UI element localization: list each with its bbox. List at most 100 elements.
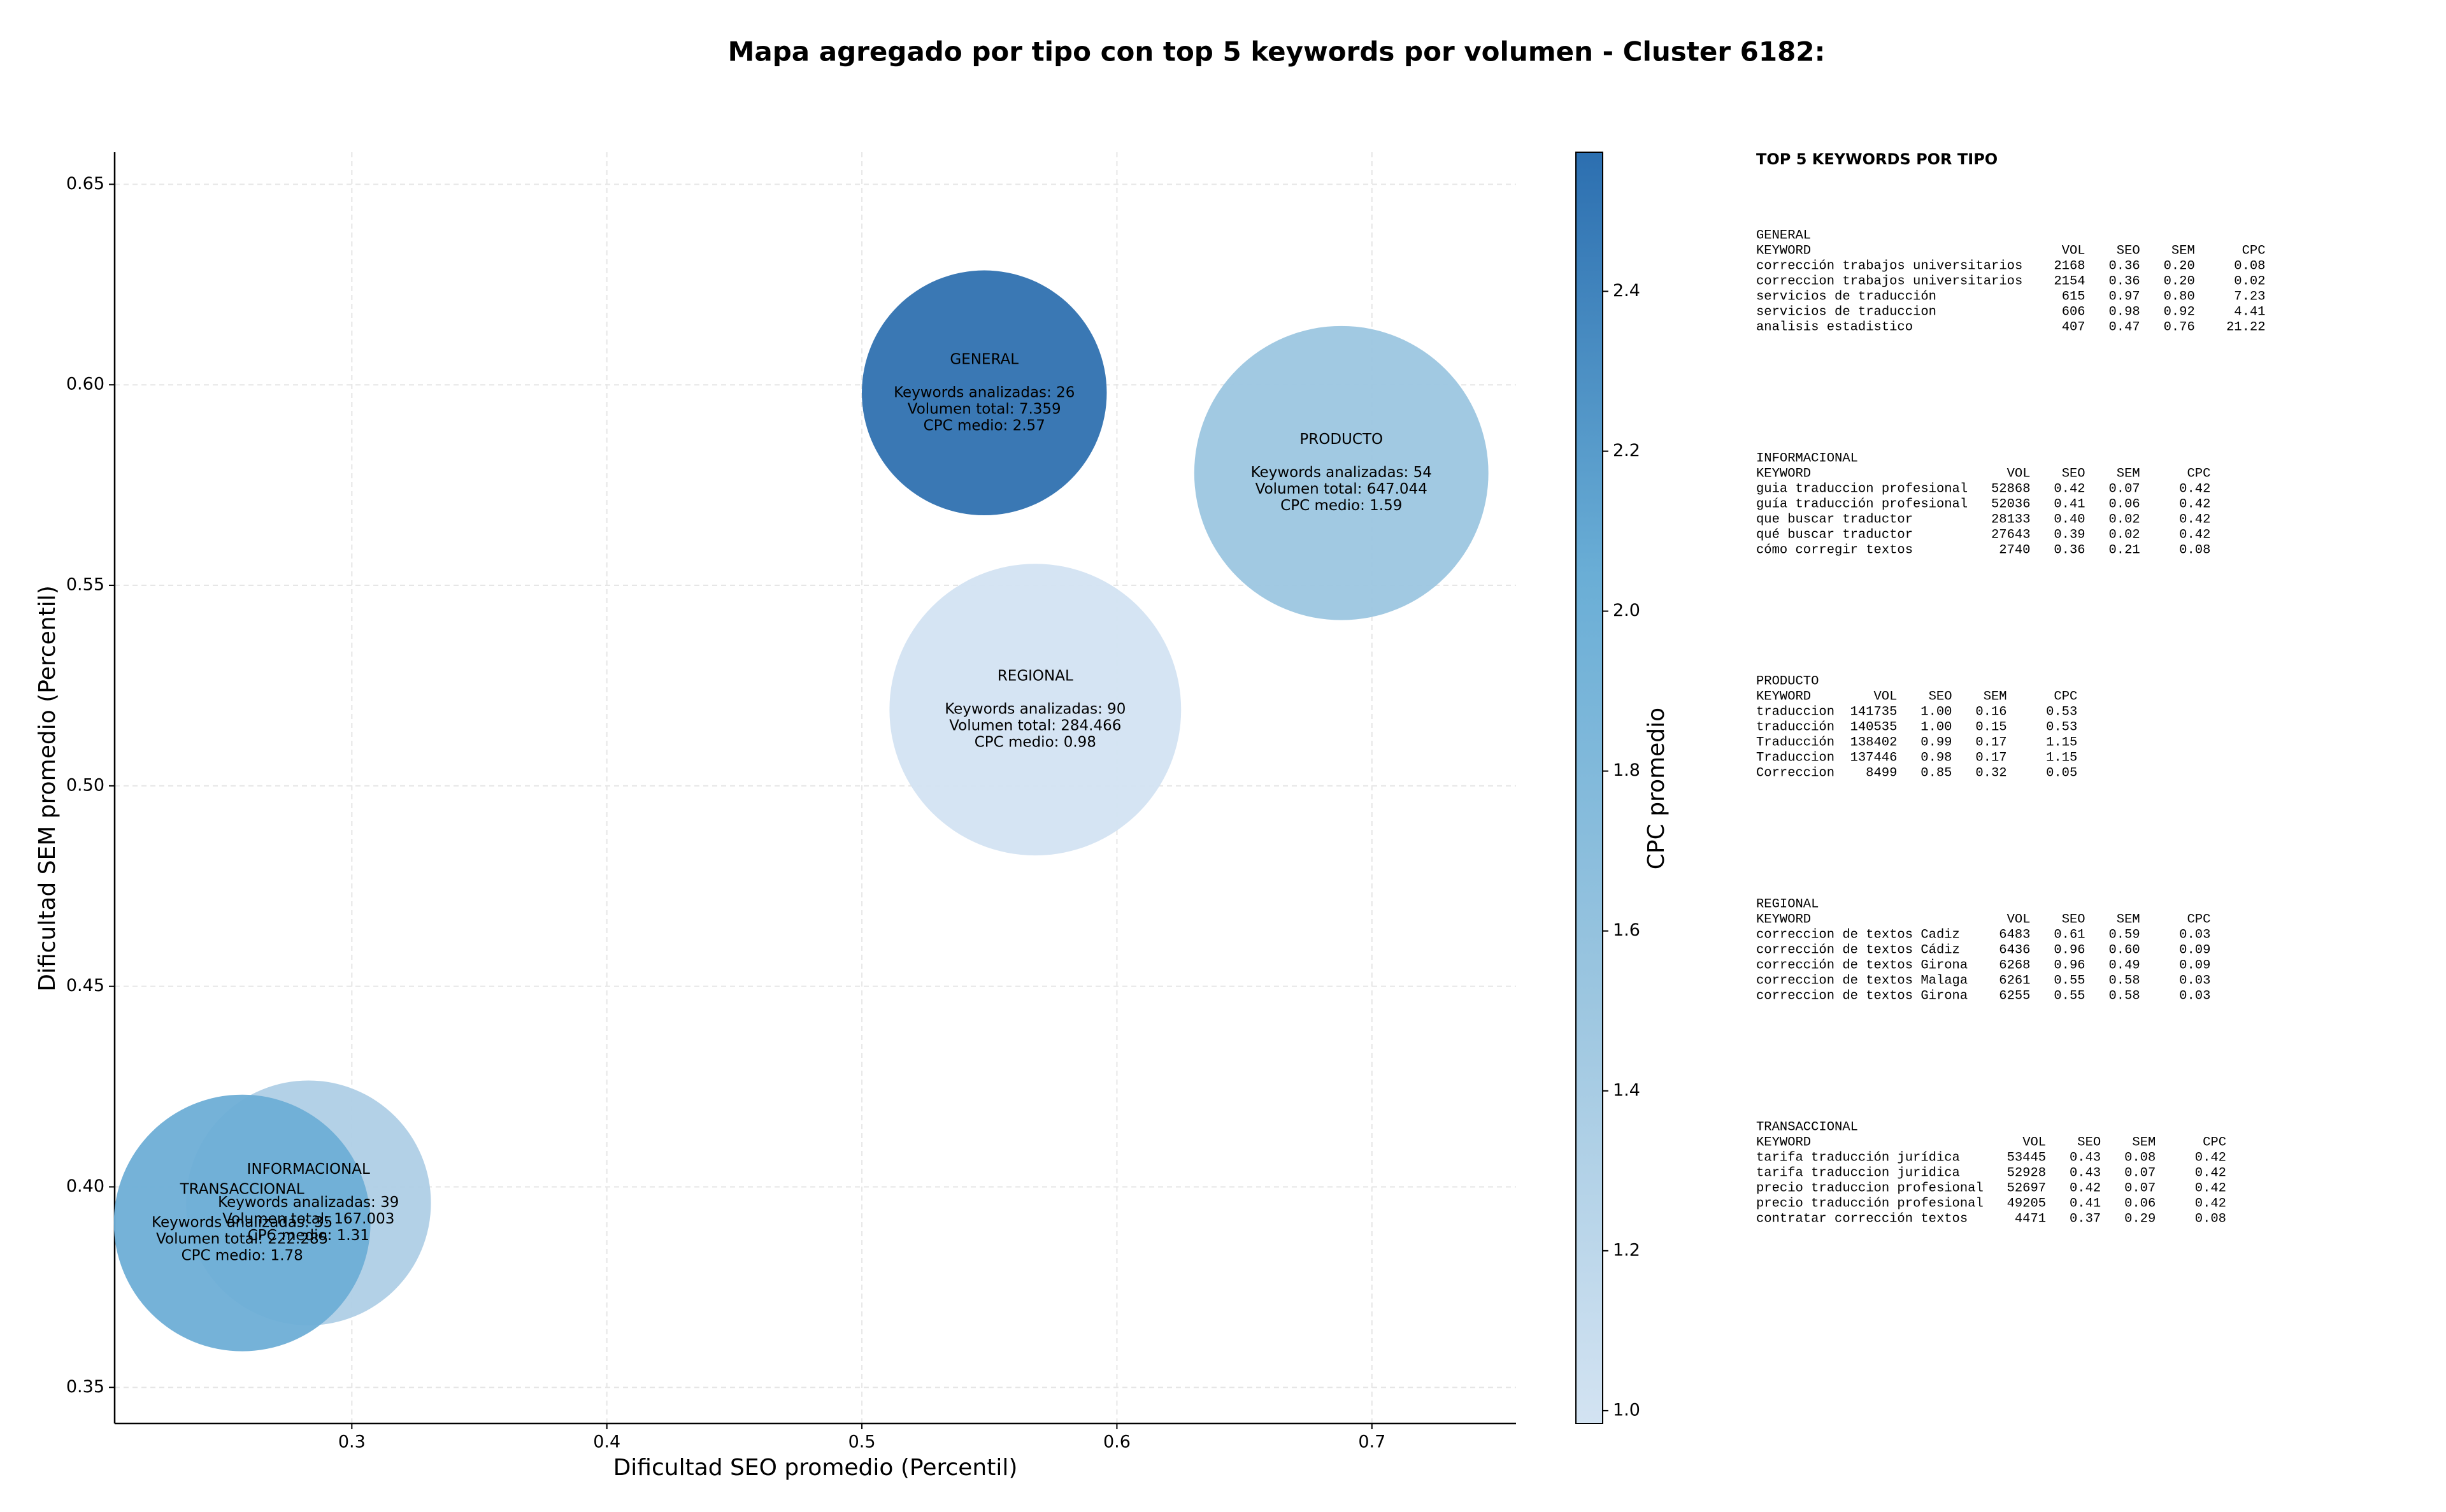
header-cell: SEM	[2171, 243, 2195, 258]
row-keyword: traduccion	[1756, 704, 1834, 719]
row-cell: 2740	[1999, 543, 2030, 557]
row-cell: 2154	[2054, 274, 2085, 289]
header-cell: SEO	[2077, 1135, 2101, 1150]
x-tick-label: 0.7	[1358, 1432, 1385, 1452]
y-tick-label: 0.45	[66, 976, 104, 995]
header-cell: SEM	[2117, 466, 2140, 481]
y-tick-label: 0.65	[66, 174, 104, 194]
row-keyword: Traducción	[1756, 735, 1834, 750]
bubble-annotation: Volumen total: 284.466	[949, 718, 1121, 734]
row-cell: 0.76	[2164, 320, 2195, 334]
bubble-annotation: CPC medio: 1.31	[248, 1227, 369, 1244]
colorbar-tick-label: 2.0	[1613, 601, 1640, 620]
row-keyword: tarifa traducción jurídica	[1756, 1150, 1960, 1165]
row-cell: 615	[2062, 289, 2085, 304]
colorbar-tick-label: 1.2	[1613, 1240, 1640, 1260]
y-tick-label: 0.40	[66, 1176, 104, 1196]
y-tick-label: 0.55	[66, 575, 104, 595]
row-cell: 0.17	[1975, 735, 2006, 750]
x-axis-label: Dificultad SEO promedio (Percentil)	[613, 1455, 1018, 1481]
bubble	[113, 1094, 371, 1352]
row-keyword: correccion de textos Girona	[1756, 988, 1968, 1003]
y-axis-label: Dificultad SEM promedio (Percentil)	[34, 585, 61, 992]
y-tick-label: 0.60	[66, 374, 104, 394]
row-cell: 0.41	[2054, 497, 2085, 511]
row-cell: 0.37	[2070, 1211, 2101, 1226]
bubble	[1194, 325, 1489, 620]
colorbar-tick-label: 1.0	[1613, 1400, 1640, 1420]
row-keyword: traducción	[1756, 720, 1834, 734]
row-cell: 0.42	[2054, 481, 2085, 496]
row-cell: 0.42	[2179, 497, 2210, 511]
section-name: INFORMACIONAL	[1756, 451, 1858, 466]
row-cell: 0.99	[1920, 735, 1952, 750]
row-cell: 0.16	[1975, 704, 2006, 719]
row-cell: 0.03	[2179, 973, 2210, 988]
row-cell: 0.96	[2054, 943, 2085, 957]
y-tick-label: 0.35	[66, 1377, 104, 1397]
header-cell: SEO	[2062, 466, 2085, 481]
row-cell: 2168	[2054, 259, 2085, 273]
row-cell: 0.59	[2108, 927, 2140, 942]
row-cell: 6255	[1999, 988, 2030, 1003]
bubble-annotation: Volumen total: 222.285	[156, 1231, 328, 1248]
row-cell: 0.58	[2108, 988, 2140, 1003]
bubble-annotation: Volumen total: 647.044	[1255, 481, 1427, 497]
row-cell: 0.17	[1975, 750, 2006, 765]
x-tick-label: 0.4	[593, 1432, 620, 1452]
row-cell: 0.03	[2179, 927, 2210, 942]
section-name: GENERAL	[1756, 228, 1811, 243]
row-cell: 137446	[1850, 750, 1898, 765]
row-cell: 49205	[2007, 1196, 2047, 1211]
row-cell: 1.15	[2046, 735, 2077, 750]
colorbar-tick-label: 1.6	[1613, 920, 1640, 940]
row-cell: 0.42	[2195, 1196, 2226, 1211]
row-cell: 0.20	[2164, 274, 2195, 289]
chart-title: Mapa agregado por tipo con top 5 keyword…	[728, 36, 1826, 68]
row-keyword: corrección de textos Cádiz	[1756, 943, 1960, 957]
row-cell: 407	[2062, 320, 2085, 334]
header-cell: CPC	[2242, 243, 2266, 258]
row-cell: 0.09	[2179, 943, 2210, 957]
header-keyword: KEYWORD	[1756, 689, 1811, 704]
row-keyword: qué buscar traductor	[1756, 527, 1913, 542]
x-tick-label: 0.6	[1103, 1432, 1131, 1452]
row-cell: 0.08	[2234, 259, 2265, 273]
row-cell: 52928	[2007, 1166, 2047, 1180]
row-cell: 0.36	[2108, 259, 2140, 273]
row-cell: 0.42	[2179, 527, 2210, 542]
header-cell: SEO	[2062, 912, 2085, 927]
row-cell: 0.80	[2164, 289, 2195, 304]
header-keyword: KEYWORD	[1756, 243, 1811, 258]
row-cell: 0.53	[2046, 720, 2077, 734]
row-cell: 0.07	[2108, 481, 2140, 496]
bubble-annotation: Keywords analizadas: 39	[218, 1194, 399, 1211]
header-keyword: KEYWORD	[1756, 466, 1811, 481]
row-cell: 21.22	[2226, 320, 2266, 334]
row-cell: 0.98	[1920, 750, 1952, 765]
row-keyword: Traduccion	[1756, 750, 1834, 765]
header-cell: SEM	[2117, 912, 2140, 927]
row-cell: 0.40	[2054, 512, 2085, 527]
row-cell: 141735	[1850, 704, 1898, 719]
colorbar-label: CPC promedio	[1643, 708, 1670, 869]
bubble-name: TRANSACCIONAL	[180, 1181, 304, 1198]
row-keyword: tarifa traduccion juridica	[1756, 1166, 1960, 1180]
row-cell: 0.39	[2054, 527, 2085, 542]
row-keyword: contratar corrección textos	[1756, 1211, 1968, 1226]
row-keyword: guía traducción profesional	[1756, 497, 1968, 511]
row-cell: 0.42	[2070, 1181, 2101, 1195]
header-keyword: KEYWORD	[1756, 1135, 1811, 1150]
row-cell: 0.49	[2108, 958, 2140, 973]
row-cell: 28133	[1991, 512, 2031, 527]
bubble-annotation: Keywords analizadas: 26	[894, 384, 1075, 401]
row-cell: 6261	[1999, 973, 2030, 988]
row-cell: 0.55	[2054, 988, 2085, 1003]
x-tick-label: 0.5	[848, 1432, 876, 1452]
row-cell: 0.29	[2124, 1211, 2156, 1226]
header-cell: CPC	[2187, 912, 2210, 927]
row-cell: 0.43	[2070, 1150, 2101, 1165]
row-cell: 4.41	[2234, 304, 2265, 319]
